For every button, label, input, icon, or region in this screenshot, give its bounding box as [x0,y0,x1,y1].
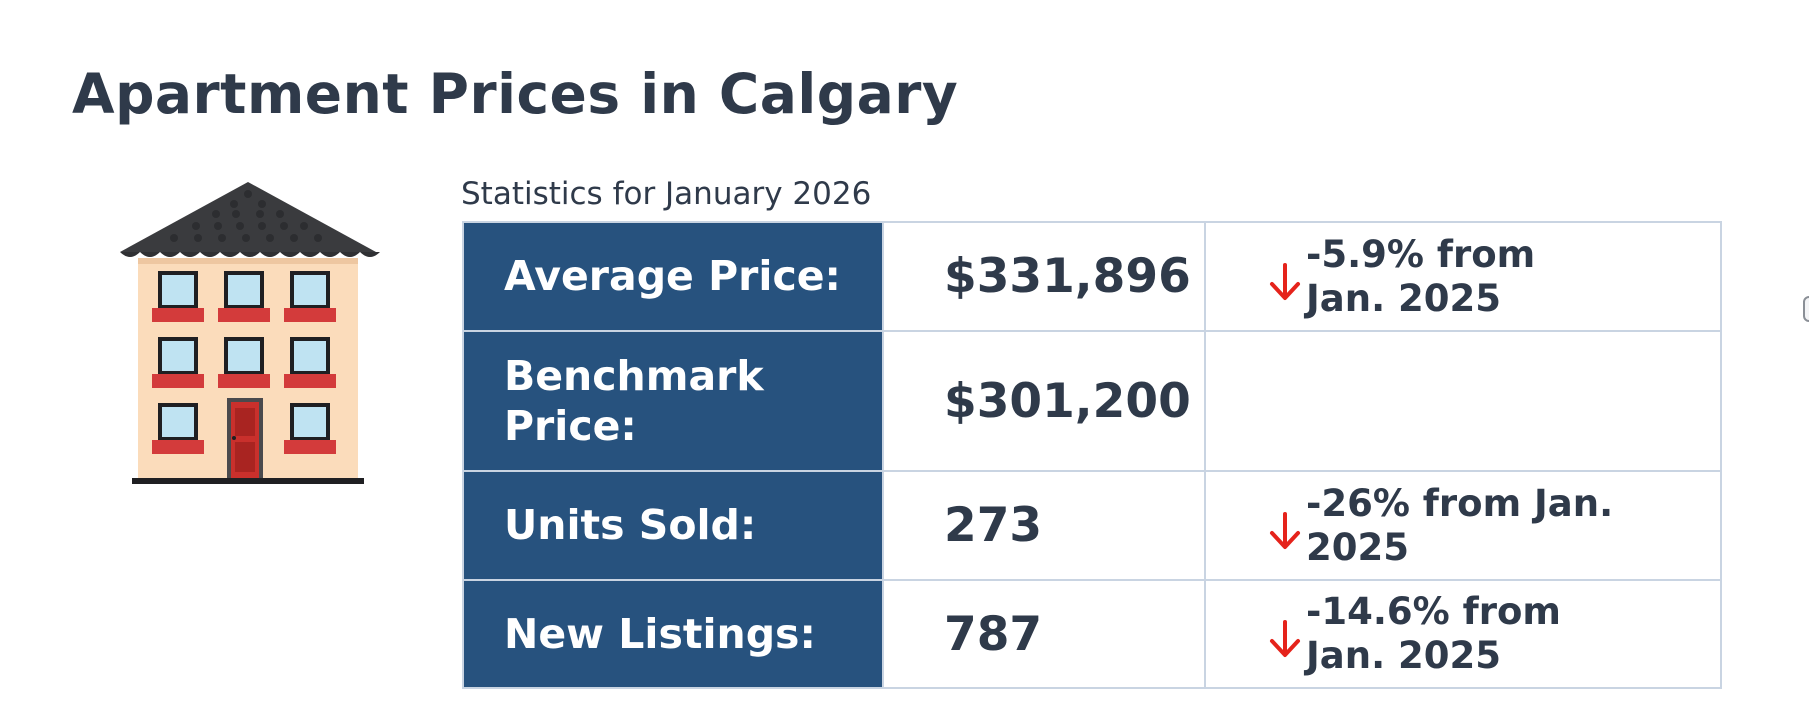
page-title: Apartment Prices in Calgary [72,62,959,126]
table-row: Average Price: $331,896 -5.9% from Jan. … [462,221,1722,332]
stats-caption: Statistics for January 2026 [461,176,872,212]
average-price-value: $331,896 [882,221,1206,332]
new-listings-change: -14.6% from Jan. 2025 [1204,579,1722,689]
arrow-down-icon [1270,620,1300,657]
change-text: -26% from Jan. 2025 [1306,481,1614,569]
table-row: Benchmark Price: $301,200 [462,330,1722,472]
average-price-change: -5.9% from Jan. 2025 [1204,221,1722,332]
arrow-down-icon [1270,262,1300,300]
apartment-building-icon [120,182,380,484]
new-listings-label: New Listings: [462,579,884,689]
scroll-handle[interactable] [1803,296,1809,322]
arrow-down-icon [1270,511,1300,549]
units-sold-label: Units Sold: [462,470,884,581]
change-text: -14.6% from Jan. 2025 [1306,590,1561,677]
stats-table: Average Price: $331,896 -5.9% from Jan. … [462,221,1722,689]
new-listings-value: 787 [882,579,1206,689]
change-text: -5.9% from Jan. 2025 [1306,232,1536,320]
table-row: New Listings: 787 -14.6% from Jan. 2025 [462,579,1722,689]
benchmark-price-change [1204,330,1722,472]
average-price-label: Average Price: [462,221,884,332]
table-row: Units Sold: 273 -26% from Jan. 2025 [462,470,1722,581]
benchmark-price-label: Benchmark Price: [462,330,884,472]
units-sold-change: -26% from Jan. 2025 [1204,470,1722,581]
benchmark-price-value: $301,200 [882,330,1206,472]
units-sold-value: 273 [882,470,1206,581]
